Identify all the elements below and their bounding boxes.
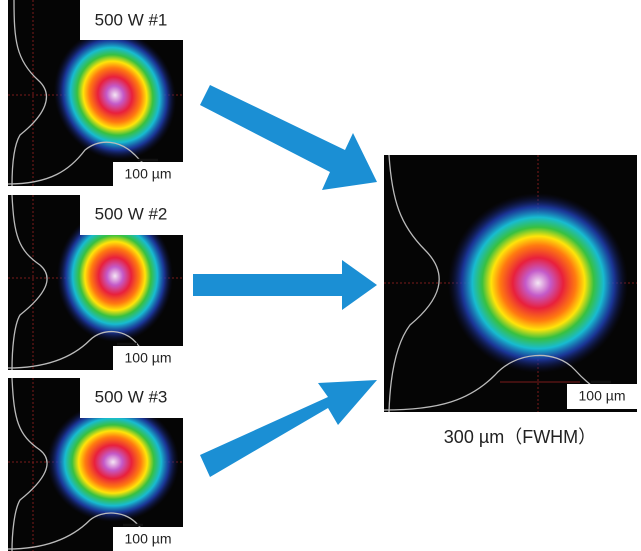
scale-label: 100 µm <box>125 350 172 366</box>
scale-label: 100 µm <box>125 531 172 547</box>
beam-spot <box>448 193 628 373</box>
panel-label: 500 W #3 <box>95 387 168 406</box>
beam-spot <box>47 402 179 522</box>
arrow <box>200 380 377 477</box>
beam-panel: 500 W #1 100 µm <box>8 0 197 186</box>
diagram: 500 W #1 100 µm 500 W #2 100 µm 500 W #3… <box>0 0 641 551</box>
caption: 300 µm（FWHM） <box>444 427 596 447</box>
arrow <box>193 260 377 310</box>
scale-label: 100 µm <box>579 388 626 404</box>
panel-label: 500 W #1 <box>95 10 168 29</box>
arrows <box>193 85 377 477</box>
scale-label: 100 µm <box>125 166 172 182</box>
arrow <box>200 85 377 190</box>
beam-panel: 500 W #2 100 µm <box>8 195 183 370</box>
beam-panel: 500 W #3 100 µm <box>8 378 183 551</box>
panel-label: 500 W #2 <box>95 204 168 223</box>
result-panel: 100 µm <box>384 155 637 412</box>
